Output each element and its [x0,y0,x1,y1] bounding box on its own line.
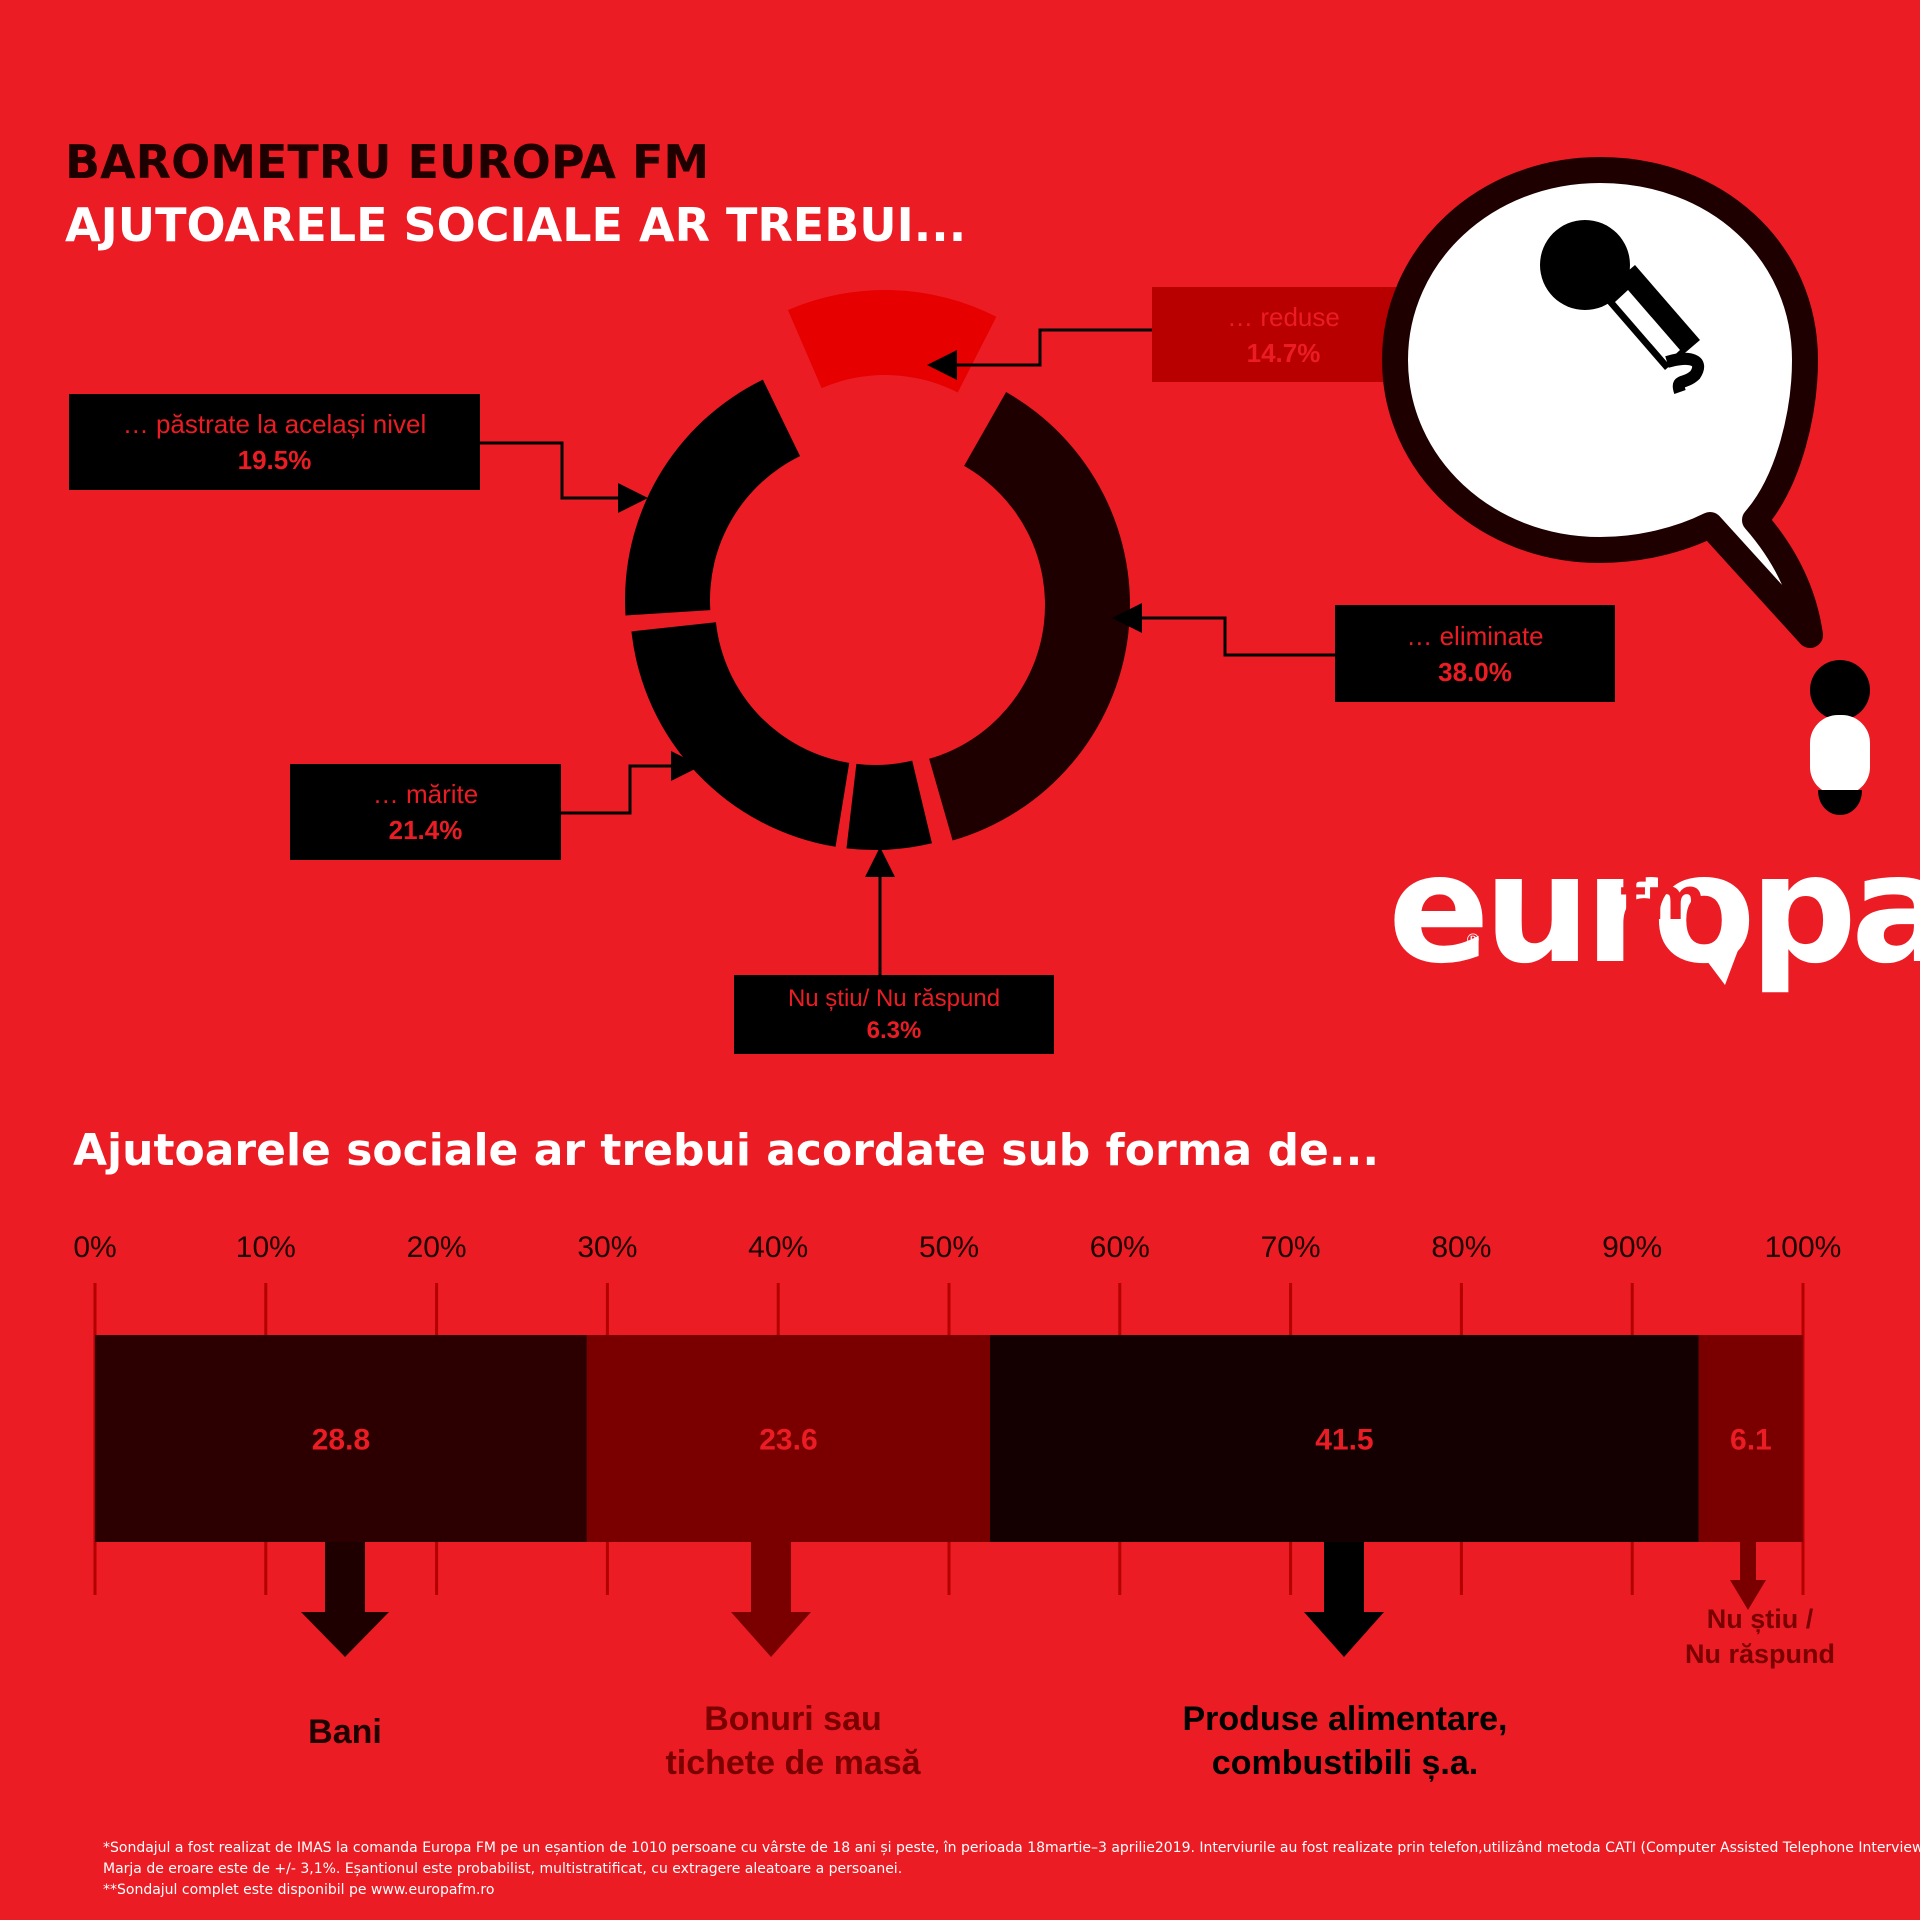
category-label-line: Nu știu / [1706,1604,1814,1634]
label-reduse-pct: 14.7% [1246,337,1321,368]
category-label-line: Bonuri sau [704,1700,882,1738]
category-label-bonuri: Bonuri sau tichete de masă [593,1697,993,1785]
footnote-line: Marja de eroare este de +/- 3,1%. Eșanti… [103,1861,903,1877]
bar-value-label: 6.1 [1730,1424,1772,1457]
category-label-line: Nu răspund [1684,1639,1835,1669]
bar-segment [586,1335,990,1542]
bar-segment [1698,1335,1803,1542]
label-box-nustiu-bg [734,975,1054,1054]
label-box-marite-bg [290,764,561,860]
label-nustiu-pct: 6.3% [866,1016,922,1044]
label-reduse-text: … reduse [1227,301,1340,332]
label-box-eliminate-bg [1335,605,1615,702]
label-nustiu: Nu știu/ Nu răspund 6.3% [734,975,1054,1054]
x-tick-label: 50% [919,1231,979,1264]
header-subtitle: AJUTOARELE SOCIALE AR TREBUI... [65,198,967,252]
label-eliminate: … eliminate 38.0% [1335,605,1615,702]
footnotes: *Sondajul a fost realizat de IMAS la com… [103,1838,1920,1901]
bar-value-label: 28.8 [312,1424,370,1457]
label-marite: … mărite 21.4% [290,764,561,860]
exclamation-icon [1810,660,1870,815]
stacked-bar-chart: 0% 10% 20% 30% 40% 50% 60% 70% 80% 90% 100% 28.8 23.… [73,1231,1841,1657]
category-label-line: combustibili ș.a. [1211,1744,1479,1782]
x-tick-label: 80% [1431,1231,1491,1264]
category-label-nustiu: Nu știu / Nu răspund [1640,1602,1880,1672]
donut-slice [631,622,850,847]
x-tick-label: 40% [748,1231,808,1264]
donut-slice [929,392,1130,841]
logo-tail-icon [1695,945,1740,985]
category-label-line: Produse alimentare, [1182,1700,1508,1738]
europa-logo-fm: fm [1620,865,1706,933]
footnote-line: *Sondajul a fost realizat de IMAS la com… [103,1840,1920,1856]
label-pastrate-text: … păstrate la același nivel [122,409,427,439]
bar-value-label: 41.5 [1315,1424,1373,1457]
header-title: BAROMETRU EUROPA FM [65,135,710,189]
category-label-line: tichete de masă [665,1744,921,1782]
footnote-line: **Sondajul complet este disponibil pe ww… [103,1882,495,1898]
label-pastrate-pct: 19.5% [237,445,312,475]
x-tick-label: 90% [1602,1231,1662,1264]
label-marite-pct: 21.4% [388,815,463,845]
x-tick-label: 60% [1090,1231,1150,1264]
donut-slice [846,760,932,850]
label-eliminate-text: … eliminate [1406,620,1544,651]
connector-reduse [927,328,1152,380]
speech-bubble-icon [1382,157,1823,648]
label-box-reduse-bg [1152,287,1415,382]
down-arrow-icon [731,1542,811,1657]
connector-eliminate [1112,603,1335,657]
x-tick-label: 10% [236,1231,296,1264]
donut-hole [717,447,1033,763]
label-reduse: … reduse 14.7% [1152,287,1415,382]
donut-slice [787,290,997,393]
label-box-pastrate-bg [69,394,480,490]
label-pastrate: … păstrate la același nivel 19.5% [69,394,480,490]
europa-logo-reg: ® [1465,930,1481,949]
connector-pastrate [480,441,648,513]
x-tick-label: 70% [1261,1231,1321,1264]
label-eliminate-pct: 38.0% [1438,656,1512,687]
category-label-produse: Produse alimentare, combustibili ș.a. [1120,1697,1570,1785]
x-tick-label: 100% [1765,1231,1842,1264]
x-tick-label: 30% [577,1231,637,1264]
bar-value-label: 23.6 [759,1424,817,1457]
category-label-bani: Bani [195,1710,495,1754]
donut-slice [625,379,801,616]
label-marite-text: … mărite [372,779,479,809]
category-label-line: Bani [308,1713,382,1751]
bar-segment [95,1335,587,1542]
microphone-icon [1540,220,1705,395]
x-tick-label: 20% [407,1231,467,1264]
donut-chart [625,290,1130,850]
down-arrow-icon [1304,1542,1384,1657]
bar-section-title: Ajutoarele sociale ar trebui acordate su… [73,1125,1380,1176]
connector-marite [561,751,701,815]
down-arrow-icon [1730,1542,1766,1610]
label-nustiu-text: Nu știu/ Nu răspund [787,984,1001,1012]
bar-segment [989,1335,1699,1542]
europa-logo: europa [1388,823,1920,997]
x-tick-label: 0% [73,1231,116,1264]
down-arrow-icon [301,1542,389,1657]
